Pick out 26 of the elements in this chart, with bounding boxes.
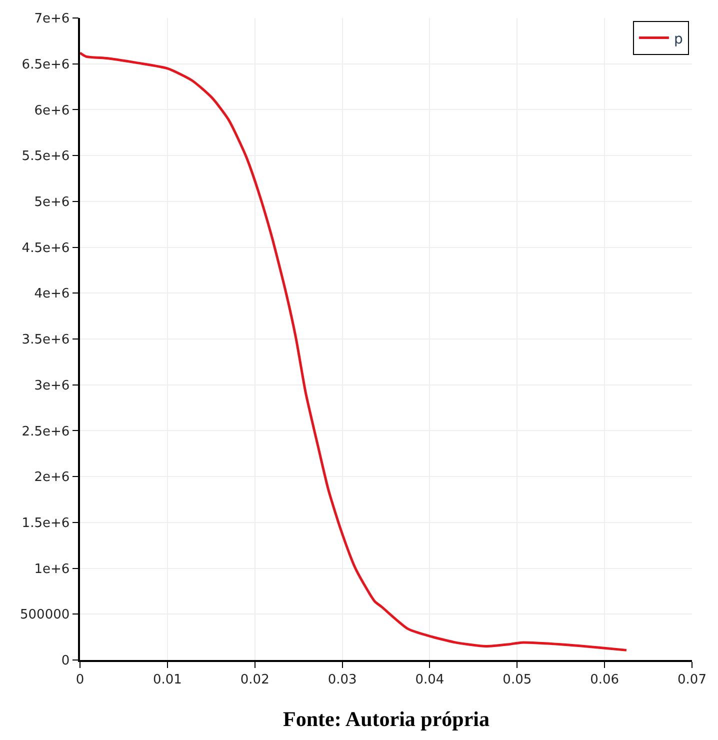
y-tick-label: 0 xyxy=(61,654,70,669)
y-tick-label: 2.5e+6 xyxy=(22,424,70,440)
y-tick-label: 4e+6 xyxy=(34,286,70,302)
source-note: Fonte: Autoria própria xyxy=(283,707,490,731)
y-tick-label: 3.5e+6 xyxy=(22,332,70,348)
x-tick-label: 0.01 xyxy=(152,672,182,688)
x-tick-label: 0.04 xyxy=(415,672,444,688)
x-tick-label: 0.07 xyxy=(678,672,706,688)
y-tick-label: 2e+6 xyxy=(34,470,70,486)
y-tick-label: 4.5e+6 xyxy=(22,240,70,256)
y-tick-label: 1e+6 xyxy=(34,562,70,577)
y-tick-label: 500000 xyxy=(20,608,70,623)
x-tick-label: 0 xyxy=(76,672,84,688)
y-tick-label: 6.5e+6 xyxy=(22,57,70,72)
x-tick-label: 0.05 xyxy=(502,672,532,688)
y-tick-label: 5e+6 xyxy=(34,194,70,210)
x-tick-label: 0.03 xyxy=(328,672,357,688)
y-tick-label: 5.5e+6 xyxy=(22,149,70,164)
y-tick-label: 3e+6 xyxy=(34,378,70,394)
y-tick-label: 1.5e+6 xyxy=(22,516,70,531)
legend-label: p xyxy=(674,31,683,48)
x-tick-label: 0.06 xyxy=(590,672,620,688)
x-tick-label: 0.02 xyxy=(240,672,270,688)
y-tick-label: 7e+6 xyxy=(34,12,70,27)
line-series xyxy=(80,52,628,652)
y-tick-label: 6e+6 xyxy=(34,103,70,118)
